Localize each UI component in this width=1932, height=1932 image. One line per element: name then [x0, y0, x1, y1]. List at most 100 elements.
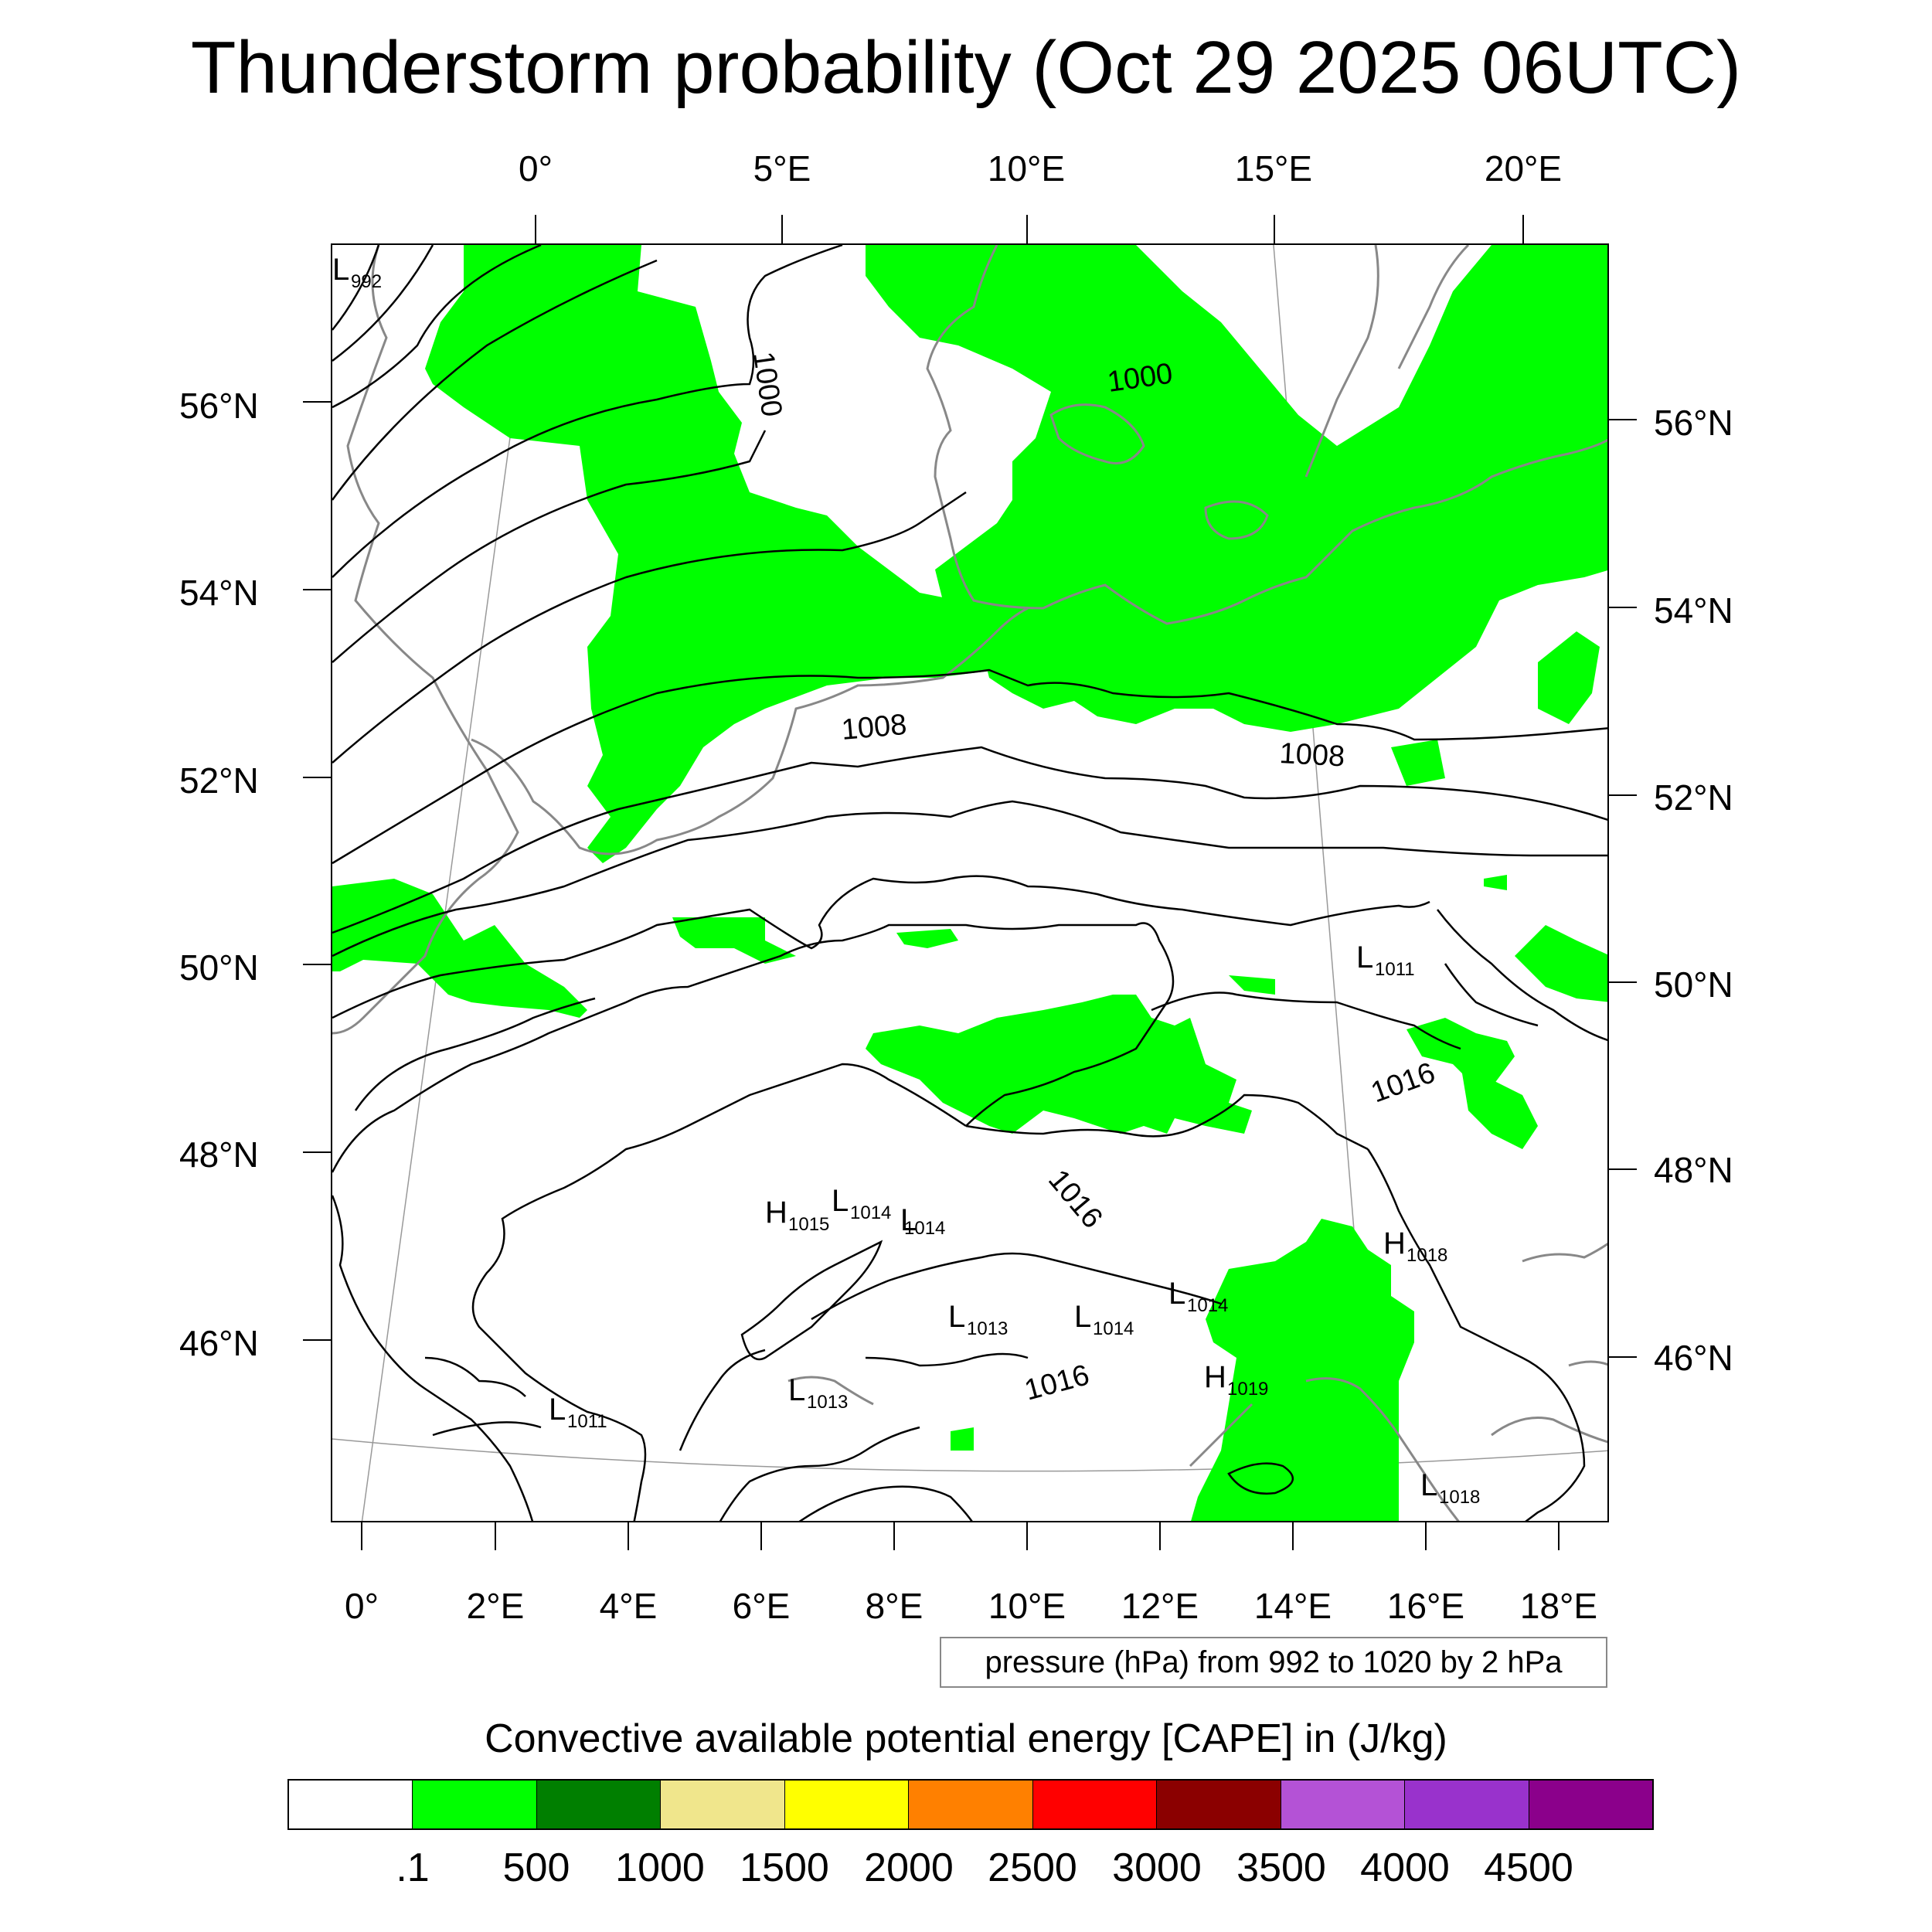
top-lon-label: 15°E	[1234, 148, 1313, 189]
left-lat-label: 50°N	[179, 947, 259, 988]
colorbar-label: 2000	[864, 1845, 954, 1890]
colorbar-box	[1405, 1781, 1529, 1828]
colorbar-label: 1000	[615, 1845, 705, 1890]
tick-mark	[495, 1522, 496, 1550]
isobar-label: 1016	[1042, 1164, 1109, 1235]
colorbar-box	[1281, 1781, 1406, 1828]
tick-mark	[1026, 215, 1028, 243]
svg-text:1014: 1014	[1093, 1318, 1134, 1339]
tick-mark	[1609, 981, 1637, 983]
bottom-lon-label: 12°E	[1121, 1586, 1199, 1626]
top-lon-label: 0°	[519, 148, 553, 189]
colorbar-label: 1500	[740, 1845, 829, 1890]
tick-mark	[1425, 1522, 1427, 1550]
tick-mark	[361, 1522, 362, 1550]
svg-text:1011: 1011	[1375, 959, 1415, 980]
tick-mark	[1609, 1168, 1637, 1170]
svg-text:L: L	[900, 1203, 917, 1237]
pressure-center: L 1013	[788, 1373, 848, 1413]
bottom-lon-label: 0°	[345, 1586, 379, 1626]
svg-text:1018: 1018	[1406, 1245, 1447, 1266]
colorbar-box	[661, 1781, 785, 1828]
svg-text:1018: 1018	[1439, 1487, 1480, 1508]
svg-text:L: L	[1356, 940, 1373, 975]
right-lat-label: 52°N	[1654, 777, 1733, 818]
svg-text:1013: 1013	[807, 1392, 848, 1413]
left-lat-label: 54°N	[179, 573, 259, 613]
colorbar-label: 2500	[988, 1845, 1077, 1890]
tick-mark	[1609, 419, 1637, 420]
svg-text:992: 992	[351, 271, 382, 292]
bottom-lon-label: 18°E	[1519, 1586, 1598, 1626]
svg-text:H: H	[1383, 1226, 1406, 1260]
tick-mark	[628, 1522, 629, 1550]
colorbar-box	[289, 1781, 413, 1828]
pressure-center: L 1013	[948, 1300, 1008, 1339]
bottom-lon-label: 8°E	[865, 1586, 923, 1626]
colorbar-label: 4500	[1484, 1845, 1573, 1890]
bottom-lon-label: 10°E	[988, 1586, 1066, 1626]
colorbar-label: .1	[396, 1845, 430, 1890]
tick-mark	[303, 1339, 331, 1341]
tick-mark	[781, 215, 783, 243]
tick-mark	[535, 215, 536, 243]
right-lat-label: 46°N	[1654, 1338, 1733, 1378]
pressure-center: L 1011	[549, 1393, 607, 1432]
right-lat-label: 50°N	[1654, 964, 1733, 1005]
right-lat-label: 56°N	[1654, 403, 1733, 443]
tick-mark	[1274, 215, 1275, 243]
bottom-lon-label: 2°E	[466, 1586, 525, 1626]
tick-mark	[760, 1522, 762, 1550]
svg-text:L: L	[549, 1393, 566, 1427]
svg-text:1011: 1011	[567, 1411, 607, 1432]
pressure-center: L 1018	[1420, 1468, 1480, 1508]
colorbar-box	[784, 1781, 910, 1828]
pressure-center: H 1015	[765, 1196, 829, 1235]
bottom-lon-label: 6°E	[732, 1586, 791, 1626]
colorbar-box	[413, 1781, 537, 1828]
svg-text:1019: 1019	[1227, 1379, 1268, 1400]
tick-mark	[893, 1522, 895, 1550]
svg-text:H: H	[765, 1196, 787, 1230]
pressure-center: L 1011	[1356, 940, 1415, 980]
tick-mark	[303, 401, 331, 403]
tick-mark	[1292, 1522, 1294, 1550]
tick-mark	[1609, 1356, 1637, 1358]
map-canvas: 1000 1000 1008 1008 1016 1016 1016 L 992 …	[332, 245, 1607, 1521]
svg-text:L: L	[788, 1373, 805, 1407]
top-lon-label: 20°E	[1484, 148, 1563, 189]
svg-text:L: L	[1420, 1468, 1437, 1502]
colorbar-box	[536, 1781, 662, 1828]
tick-mark	[1609, 794, 1637, 796]
svg-text:L: L	[948, 1300, 965, 1334]
pressure-center: H 1018	[1383, 1226, 1447, 1266]
colorbar-box	[1157, 1781, 1281, 1828]
isobar-label: 1008	[840, 709, 908, 747]
bottom-lon-label: 14°E	[1253, 1586, 1332, 1626]
svg-text:L: L	[1074, 1300, 1091, 1334]
colorbar-box	[1529, 1781, 1652, 1828]
tick-mark	[1609, 607, 1637, 608]
svg-text:1013: 1013	[967, 1318, 1008, 1339]
left-lat-label: 46°N	[179, 1323, 259, 1363]
map-title: Thunderstorm probability (Oct 29 2025 06…	[190, 26, 1742, 109]
bottom-lon-label: 16°E	[1386, 1586, 1465, 1626]
tick-mark	[303, 777, 331, 778]
tick-mark	[303, 589, 331, 590]
isobar-label: 1016	[1367, 1056, 1440, 1109]
svg-text:L: L	[832, 1184, 849, 1218]
left-lat-label: 52°N	[179, 760, 259, 801]
colorbar-box	[909, 1781, 1033, 1828]
tick-mark	[303, 964, 331, 965]
colorbar-label: 500	[502, 1845, 570, 1890]
legend-title: Convective available potential energy [C…	[485, 1716, 1447, 1761]
svg-text:L: L	[1168, 1277, 1185, 1311]
isobar-label: 1008	[1279, 737, 1346, 773]
bottom-lon-label: 4°E	[599, 1586, 658, 1626]
svg-text:1014: 1014	[1187, 1295, 1228, 1316]
cape-area	[332, 245, 1607, 1521]
